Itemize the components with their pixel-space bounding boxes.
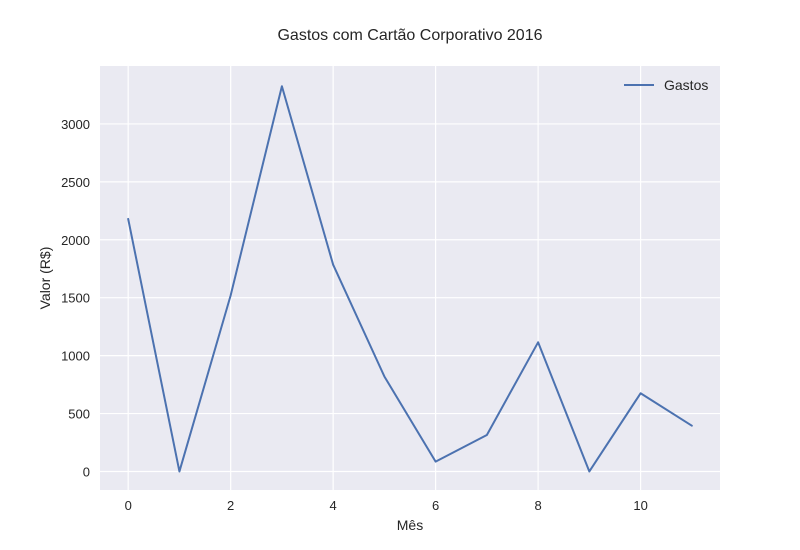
x-axis-label: Mês (397, 517, 423, 533)
legend: Gastos (624, 77, 708, 93)
x-tick-label: 10 (633, 498, 647, 513)
legend-label-gastos: Gastos (664, 77, 708, 93)
x-tick-label: 6 (432, 498, 439, 513)
series-line-gastos (127, 85, 693, 473)
chart-title: Gastos com Cartão Corporativo 2016 (277, 27, 542, 44)
y-tick-label: 1500 (61, 291, 90, 306)
y-tick-label: 0 (83, 464, 90, 479)
y-tick-label: 3000 (61, 117, 90, 132)
y-tick-label: 500 (68, 407, 90, 422)
y-axis-label: Valor (R$) (37, 247, 53, 310)
tick-labels: 0 2 4 6 8 10 0 500 1000 1500 2000 2500 3000 (61, 117, 648, 513)
x-tick-label: 4 (330, 498, 337, 513)
grid-lines (100, 66, 720, 490)
x-tick-label: 0 (125, 498, 132, 513)
series-layer (127, 85, 693, 473)
x-tick-label: 2 (227, 498, 234, 513)
y-tick-label: 1000 (61, 349, 90, 364)
x-tick-label: 8 (534, 498, 541, 513)
y-tick-label: 2000 (61, 233, 90, 248)
y-tick-label: 2500 (61, 175, 90, 190)
